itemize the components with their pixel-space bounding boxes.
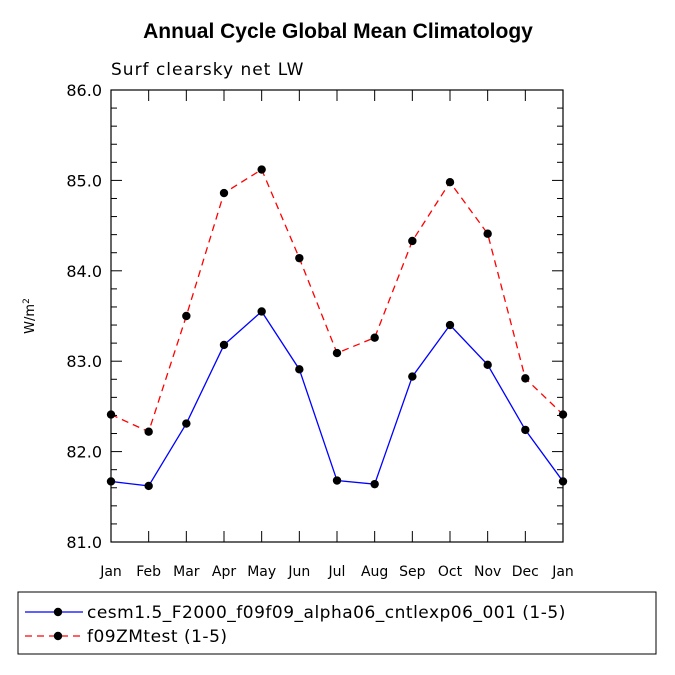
legend-marker-2 (53, 631, 63, 641)
plot-frame (110, 89, 564, 543)
series-2-point (370, 333, 379, 342)
series-1-point (106, 477, 116, 486)
x-tick-labels: Jan Feb Mar Apr May Jun Jul Aug Sep Oct Nov Dec Jan (99, 564, 574, 580)
series-1-point (332, 476, 342, 485)
x-tick-label: Jan (551, 564, 574, 580)
x-tick-label: Mar (173, 564, 200, 580)
series-1-point (521, 425, 530, 435)
series-2-point (182, 311, 191, 321)
y-tick-label: 84.0 (66, 262, 102, 281)
x-tick-label: Apr (212, 564, 236, 580)
series-line-1 (110, 310, 564, 487)
x-tick-label: Feb (136, 564, 161, 580)
x-tick-label: Jan (99, 564, 122, 580)
series-2-point (219, 188, 229, 198)
x-tick-label: Aug (361, 564, 388, 580)
series-line-2 (110, 168, 564, 433)
series-1-point (295, 365, 304, 374)
x-tick-label: Nov (474, 564, 501, 580)
series-1-point (445, 320, 455, 330)
series-2-point (295, 253, 304, 263)
x-tick-label: Oct (438, 564, 463, 580)
series-1-point (257, 307, 266, 316)
series-1-point (483, 360, 492, 370)
x-tick-label: Jun (287, 564, 310, 580)
series-2-point (445, 178, 455, 187)
series-1-point (370, 479, 379, 489)
series-group (106, 165, 568, 491)
x-tick-label: Jul (328, 564, 346, 580)
x-tick-label: Sep (399, 564, 426, 580)
y-tick-label: 86.0 (66, 81, 102, 100)
x-tick-label: May (247, 564, 276, 580)
series-1-point (408, 372, 417, 381)
series-1-point (182, 419, 191, 428)
series-2-point (521, 374, 530, 383)
series-2-point (332, 348, 342, 358)
y-tick-label: 82.0 (66, 443, 102, 462)
series-1-point (219, 340, 229, 350)
series-2-point (483, 229, 492, 238)
legend-label-1: cesm1.5_F2000_f09f09_alpha06_cntlexp06_0… (87, 603, 566, 623)
legend-box (17, 591, 657, 655)
series-1-point (144, 481, 153, 491)
y-tick-label: 81.0 (66, 533, 102, 552)
series-2-point (558, 410, 568, 419)
legend: cesm1.5_F2000_f09f09_alpha06_cntlexp06_0… (25, 603, 566, 647)
y-axis-label: W/m2 (22, 298, 38, 334)
series-1-point (558, 477, 568, 486)
y-tick-labels: 81.0 82.0 83.0 84.0 85.0 86.0 (66, 81, 102, 552)
chart-subtitle: Surf clearsky net LW (111, 60, 304, 80)
chart-title: Annual Cycle Global Mean Climatology (143, 20, 533, 43)
series-2-point (106, 410, 116, 419)
series-2-point (144, 427, 153, 436)
series-2-point (408, 236, 417, 246)
x-tick-label: Dec (512, 564, 539, 580)
y-tick-label: 83.0 (66, 352, 102, 371)
axis-ticks (110, 89, 564, 543)
legend-marker-1 (53, 607, 63, 617)
legend-label-2: f09ZMtest (1-5) (87, 627, 228, 647)
y-tick-label: 85.0 (66, 171, 102, 190)
series-2-point (257, 165, 266, 174)
